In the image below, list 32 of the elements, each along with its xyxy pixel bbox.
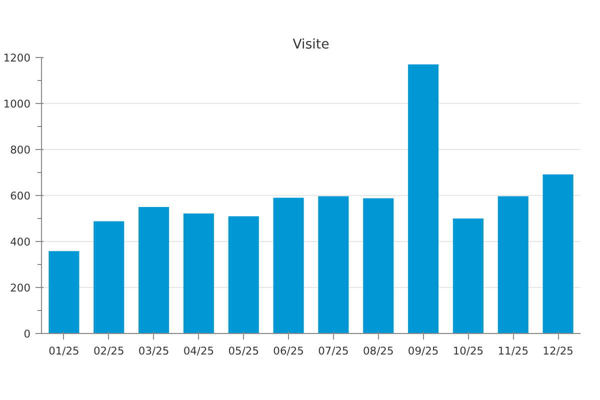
- x-tick-label: 01/25: [48, 344, 80, 358]
- x-tick-label: 05/25: [228, 344, 259, 358]
- bar: [542, 174, 574, 334]
- x-tick-label: 02/25: [94, 344, 124, 358]
- bar: [273, 198, 304, 334]
- chart-title: Visite: [292, 38, 330, 52]
- x-tick-label: 09/25: [408, 344, 439, 358]
- y-tick-label: 0: [24, 328, 31, 340]
- bar: [48, 251, 80, 334]
- y-tick-label: 600: [10, 190, 31, 202]
- bar: [183, 213, 214, 334]
- x-tick-label: 10/25: [452, 344, 484, 358]
- bar: [94, 221, 124, 334]
- y-tick-label: 800: [10, 144, 31, 156]
- x-tick-label: 12/25: [542, 344, 574, 358]
- bar: [408, 64, 439, 334]
- x-tick-label: 04/25: [183, 344, 214, 358]
- x-tick-label: 11/25: [498, 344, 528, 358]
- y-tick-label: 400: [10, 236, 31, 248]
- y-tick-label: 200: [10, 282, 31, 294]
- bar: [318, 196, 349, 334]
- x-tick-label: 06/25: [273, 344, 304, 358]
- bar: [498, 196, 528, 334]
- bar: [452, 218, 484, 334]
- y-tick-label: 1200: [3, 52, 31, 64]
- x-tick-label: 08/25: [363, 344, 394, 358]
- y-tick-label: 1000: [3, 98, 31, 110]
- bar: [228, 216, 259, 334]
- bar: [363, 198, 394, 334]
- x-tick-label: 03/25: [138, 344, 170, 358]
- bar: [138, 207, 170, 334]
- x-tick-label: 07/25: [318, 344, 349, 358]
